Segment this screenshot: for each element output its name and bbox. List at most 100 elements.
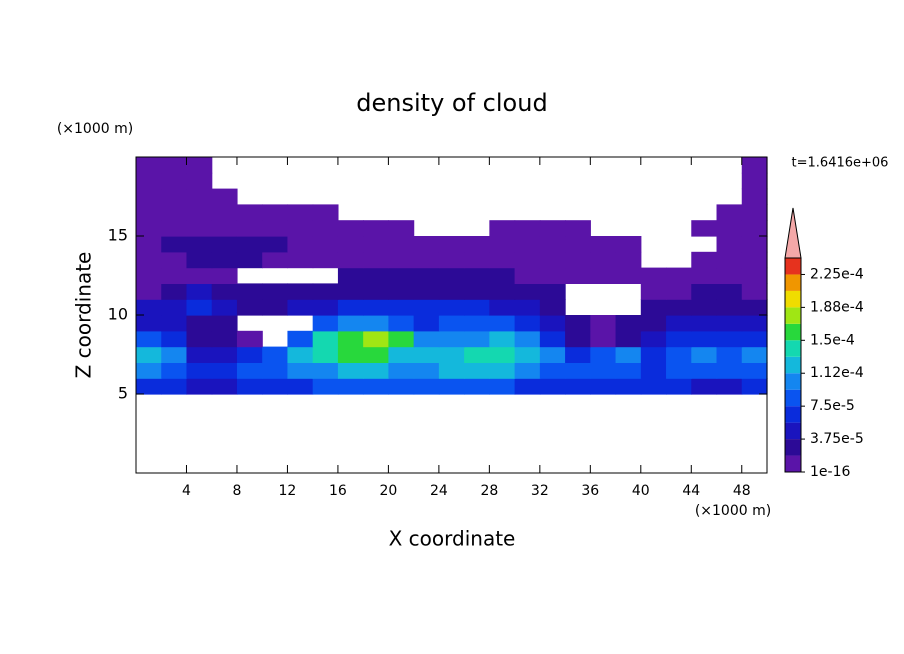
colorbar-band — [785, 439, 801, 456]
contour-cell — [640, 362, 667, 379]
contour-cell — [161, 157, 188, 174]
contour-cell — [287, 251, 314, 269]
contour-cell — [565, 267, 591, 284]
contour-cell — [312, 236, 339, 253]
contour-cell — [236, 204, 263, 221]
contour-cell — [337, 362, 364, 379]
contour-cell — [161, 283, 188, 300]
contour-cell — [136, 299, 162, 316]
contour-cell — [438, 346, 465, 363]
contour-cell — [136, 346, 162, 363]
contour-cell — [438, 267, 465, 284]
contour-cell — [388, 330, 415, 348]
chart-title: density of cloud — [356, 89, 547, 117]
contour-cell — [388, 220, 415, 237]
contour-cell — [413, 267, 440, 284]
contour-cell — [211, 346, 238, 363]
x-tick-label: 8 — [232, 483, 241, 499]
colorbar-band — [785, 274, 801, 291]
contour-cell — [438, 299, 465, 316]
contour-cell — [287, 204, 314, 221]
contour-cell — [211, 267, 238, 284]
contour-cell — [716, 362, 743, 379]
contour-cell — [312, 204, 339, 221]
contour-cell — [514, 236, 541, 253]
contour-cell — [413, 362, 440, 379]
contour-cell — [716, 330, 743, 348]
colorbar-tick-label: 7.5e-5 — [810, 398, 855, 414]
contour-cell — [413, 315, 440, 332]
contour-cell — [413, 346, 440, 363]
contour-cell — [615, 251, 642, 269]
contour-cell — [489, 330, 516, 348]
contour-cell — [287, 236, 314, 253]
contour-cell — [716, 299, 743, 316]
colorbar-band — [785, 373, 801, 390]
contour-cell — [236, 299, 263, 316]
contour-cell — [691, 220, 718, 237]
contour-cell — [514, 283, 541, 300]
contour-cell — [287, 362, 314, 379]
contour-cell — [186, 188, 213, 205]
contour-cell — [489, 362, 516, 379]
contour-cell — [136, 251, 162, 269]
contour-cell — [691, 330, 718, 348]
contour-cell — [640, 346, 667, 363]
contour-cell — [741, 378, 768, 395]
contour-cell — [211, 236, 238, 253]
y-tick-label: 15 — [108, 226, 128, 245]
contour-cell — [716, 236, 743, 253]
contour-cell — [741, 283, 768, 300]
contour-cell — [438, 362, 465, 379]
contour-cell — [741, 204, 768, 221]
contour-cell — [716, 378, 743, 395]
contour-cell — [741, 299, 768, 316]
contour-cell — [640, 378, 667, 395]
contour-cell — [514, 346, 541, 363]
contour-cell — [413, 236, 440, 253]
contour-cell — [186, 330, 213, 348]
contour-cell — [186, 172, 213, 190]
contour-cell — [438, 283, 465, 300]
contour-cell — [615, 362, 642, 379]
contour-cell — [363, 315, 389, 332]
x-tick-label: 48 — [733, 483, 751, 499]
contour-cell — [211, 362, 238, 379]
contour-cell — [287, 283, 314, 300]
contour-cell — [615, 267, 642, 284]
contour-cell — [388, 267, 415, 284]
contour-cell — [236, 251, 263, 269]
colorbar-band — [785, 389, 801, 407]
colorbar-tick-label: 1.12e-4 — [810, 365, 864, 381]
contour-cell — [438, 251, 465, 269]
contour-cell — [262, 299, 289, 316]
contour-cell — [741, 236, 768, 253]
x-tick-label: 40 — [632, 483, 650, 499]
contour-cell — [211, 251, 238, 269]
contour-cell — [337, 330, 364, 348]
contour-cell — [741, 267, 768, 284]
contour-cell — [565, 236, 591, 253]
contour-cell — [640, 267, 667, 284]
contour-cell — [615, 330, 642, 348]
contour-cell — [136, 362, 162, 379]
contour-cell — [236, 236, 263, 253]
contour-cell — [161, 267, 188, 284]
contour-cell — [464, 378, 490, 395]
contour-cell — [590, 330, 617, 348]
contour-cell — [691, 362, 718, 379]
contour-cell — [464, 362, 490, 379]
contour-cell — [590, 378, 617, 395]
contour-cell — [464, 299, 490, 316]
contour-cell — [539, 236, 566, 253]
x-tick-label: 12 — [279, 483, 297, 499]
contour-cell — [236, 362, 263, 379]
contour-cell — [691, 346, 718, 363]
contour-cell — [186, 315, 213, 332]
contour-cell — [262, 204, 289, 221]
colorbar-tick-label: 1e-16 — [810, 464, 850, 480]
contour-cell — [186, 362, 213, 379]
contour-cell — [413, 330, 440, 348]
contour-cell — [211, 330, 238, 348]
contour-cell — [363, 236, 389, 253]
